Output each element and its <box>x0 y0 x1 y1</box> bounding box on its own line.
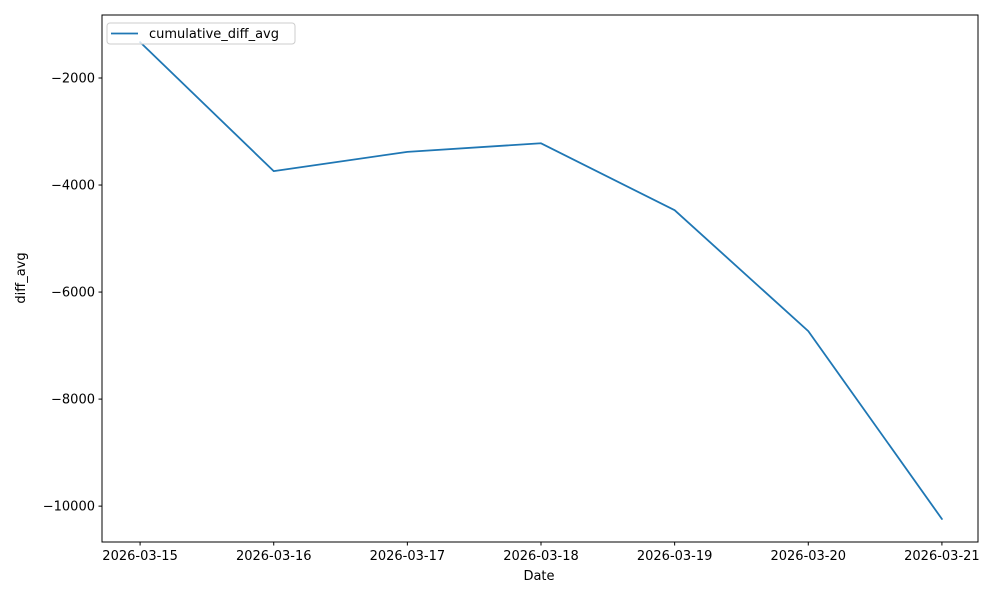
plot-area-border <box>101 14 979 543</box>
y-tick-label: −4000 <box>51 179 95 194</box>
x-tick-label: 2026-03-20 <box>770 549 846 564</box>
legend-box <box>106 22 296 45</box>
y-tick-label: −8000 <box>51 393 95 408</box>
y-tick-label: −6000 <box>51 286 95 301</box>
x-tick-label: 2026-03-18 <box>503 549 579 564</box>
x-tick-label: 2026-03-19 <box>637 549 713 564</box>
x-ticks: 2026-03-15 2026-03-16 2026-03-17 2026-03-18… <box>102 542 980 564</box>
y-tick-label: −2000 <box>51 71 95 86</box>
y-tick-label: −10000 <box>43 500 95 515</box>
series-line-cumulative-diff-avg <box>139 41 943 520</box>
legend-label: cumulative_diff_avg <box>149 27 279 42</box>
y-ticks: −2000 −4000 −6000 −8000 −10000 <box>43 71 102 515</box>
x-tick-label: 2026-03-17 <box>370 549 446 564</box>
x-tick-label: 2026-03-21 <box>904 549 980 564</box>
y-axis-label: diff_avg <box>14 252 29 303</box>
x-axis-label: Date <box>523 569 554 584</box>
x-tick-label: 2026-03-16 <box>236 549 312 564</box>
x-tick-label: 2026-03-15 <box>102 549 178 564</box>
legend: cumulative_diff_avg <box>106 22 296 45</box>
